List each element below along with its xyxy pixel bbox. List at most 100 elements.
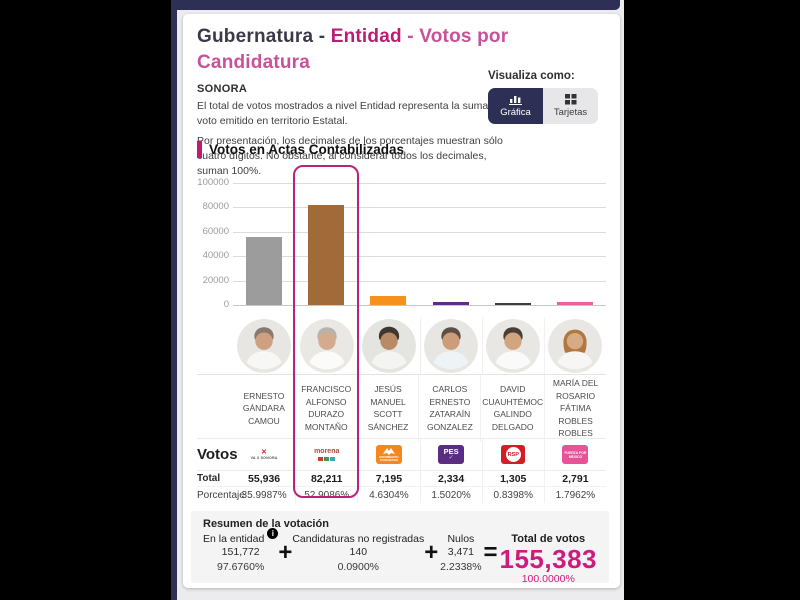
grafica-button[interactable]: Gráfica (488, 88, 543, 124)
candidate-name: FRANCISCO ALFONSO DURAZO MONTAÑO (301, 384, 352, 432)
x-axis-baseline (233, 305, 606, 306)
vote-summary-panel: Resumen de la votación En la entidad 151… (191, 511, 609, 586)
va-x-sonora-logo: ✕ VA X SONORA (249, 445, 280, 464)
candidate-photo (486, 318, 541, 373)
bar-robles (557, 301, 593, 305)
party-logo-row: Votos ✕ VA X SONORA morena (197, 439, 606, 471)
bar-gandara (246, 236, 282, 305)
percentage-value: 52.9086% (304, 489, 350, 501)
description-line-1: El total de votos mostrados a nivel Enti… (197, 100, 506, 127)
votes-bar-chart: 100000 80000 60000 40000 20000 0 (197, 169, 606, 319)
bar-scott (370, 296, 406, 305)
view-switcher: Visualiza como: Gráfica Tarj (488, 70, 606, 124)
top-navbar (171, 0, 620, 10)
candidate-photo (548, 318, 603, 373)
summary-unregistered-group: Candidaturas no registradas 140 0.0900% (292, 533, 425, 573)
rsp-logo: RSP (501, 445, 526, 464)
candidate-name: MARÍA DEL ROSARIO FÁTIMA ROBLES ROBLES (552, 378, 599, 438)
y-axis-tick: 40000 (202, 250, 229, 261)
candidate-name: JESÚS MANUEL SCOTT SÁNCHEZ (367, 384, 409, 432)
unregistered-votes-value: 140 (349, 546, 368, 558)
morena-coalition-logo: morena (310, 445, 343, 464)
percentage-value: 4.6304% (369, 489, 409, 501)
total-votes-value: 1,305 (500, 472, 527, 485)
gridline (233, 281, 606, 282)
entity-votes-percent: 97.6760% (217, 561, 265, 573)
movimiento-ciudadano-logo: MOVIMIENTO CIUDADANO (375, 445, 402, 464)
state-name: SONORA (197, 83, 248, 95)
total-votes-value: 82,211 (310, 472, 343, 485)
total-row-label: Total (197, 473, 221, 484)
candidate-photo (237, 318, 292, 373)
eagle-icon (382, 447, 395, 455)
page-title: Gubernatura - Entidad - Votos por Candid… (197, 24, 527, 76)
avatar-row (197, 317, 606, 375)
summary-entity-group: En la entidad 151,772 97.6760% (203, 528, 279, 574)
visualize-label: Visualiza como: (488, 70, 575, 82)
candidate-name: DAVID CUAUHTÉMOC GALINDO DELGADO (482, 384, 544, 432)
total-votes-value: 55,936 (248, 472, 281, 485)
total-votes-value: 2,791 (562, 472, 589, 485)
summary-null-group: Nulos 3,471 2.2338% (440, 533, 482, 573)
title-entity: Entidad (330, 26, 402, 47)
summary-calculation: En la entidad 151,772 97.6760% + Candida… (203, 528, 597, 586)
y-axis-tick: 60000 (202, 226, 229, 237)
total-votes-label: Total de votos (511, 533, 586, 545)
description-line-2: Por presentación, los decimales de los p… (197, 135, 503, 177)
chart-section-header: Votos en Actas Contabilizadas (197, 141, 404, 158)
gridline (233, 232, 606, 233)
null-votes-percent: 2.2338% (440, 561, 482, 573)
results-card: Gubernatura - Entidad - Votos por Candid… (183, 14, 620, 588)
tarjetas-button-label: Tarjetas (553, 107, 588, 118)
sidebar-edge (171, 0, 177, 600)
candidate-photo (361, 318, 416, 373)
candidate-name: ERNESTO GÁNDARA CAMOU (242, 390, 285, 426)
content-column: Gubernatura - Entidad - Votos por Candid… (171, 0, 624, 600)
fuerza-por-mexico-logo: FUERZA POR MÉXICO (562, 445, 589, 464)
equals-sign: = (483, 539, 498, 566)
x-figure-icon: ✕ (261, 449, 268, 456)
check-icon: ✓ (448, 455, 454, 461)
votes-row-label: Votos (197, 446, 238, 463)
gridline (233, 183, 606, 184)
y-axis-tick: 80000 (202, 201, 229, 212)
coalition-party-squares (318, 456, 335, 462)
percentage-value: 1.7962% (555, 489, 596, 501)
percentage-row-label: Porcentaje (197, 489, 245, 501)
entity-votes-value: 151,772 (221, 546, 260, 558)
candidates-table: ERNESTO GÁNDARA CAMOU FRANCISCO ALFONSO … (197, 317, 606, 503)
candidate-photo (424, 318, 479, 373)
y-axis-tick: 100000 (197, 177, 229, 188)
magenta-accent-bar (197, 141, 202, 158)
percentage-value: 1.5020% (431, 489, 471, 501)
bar-chart-icon (509, 94, 522, 105)
gridline (233, 207, 606, 208)
bar-durazo (308, 204, 344, 305)
y-axis-tick: 0 (223, 299, 229, 310)
percentage-row: Porcentaje 35.9987% 52.9086% 4.6304% 1.5… (197, 487, 606, 503)
title-votes-by: - Votos por Candidatura (197, 26, 509, 73)
plus-sign: + (424, 539, 439, 566)
cards-grid-icon (564, 94, 577, 105)
name-row: ERNESTO GÁNDARA CAMOU FRANCISCO ALFONSO … (197, 375, 606, 442)
summary-total-group: Total de votos 155,383 100.0000% (500, 533, 597, 586)
total-row: Total 55,936 82,211 7,195 2,334 1,305 2,… (197, 471, 606, 487)
pes-logo: PES ✓ (438, 445, 465, 464)
title-contest: Gubernatura - (197, 26, 331, 47)
y-axis-tick: 20000 (202, 275, 229, 286)
grand-total-percent: 100.0000% (521, 573, 575, 585)
unregistered-votes-percent: 0.0900% (337, 561, 380, 573)
percentage-value: 0.8398% (493, 489, 533, 501)
bar-zatarain (433, 302, 469, 305)
null-votes-value: 3,471 (447, 546, 475, 558)
candidate-name: CARLOS ERNESTO ZATARAÍN GONZALEZ (426, 384, 473, 432)
plus-sign: + (278, 539, 293, 566)
card-header: Gubernatura - Entidad - Votos por Candid… (197, 24, 606, 184)
bar-galindo (495, 303, 531, 305)
info-icon[interactable] (267, 528, 279, 539)
grafica-button-label: Gráfica (500, 107, 531, 118)
tarjetas-button[interactable]: Tarjetas (543, 88, 598, 124)
gridline (233, 256, 606, 257)
grand-total-value: 155,383 (499, 544, 597, 574)
